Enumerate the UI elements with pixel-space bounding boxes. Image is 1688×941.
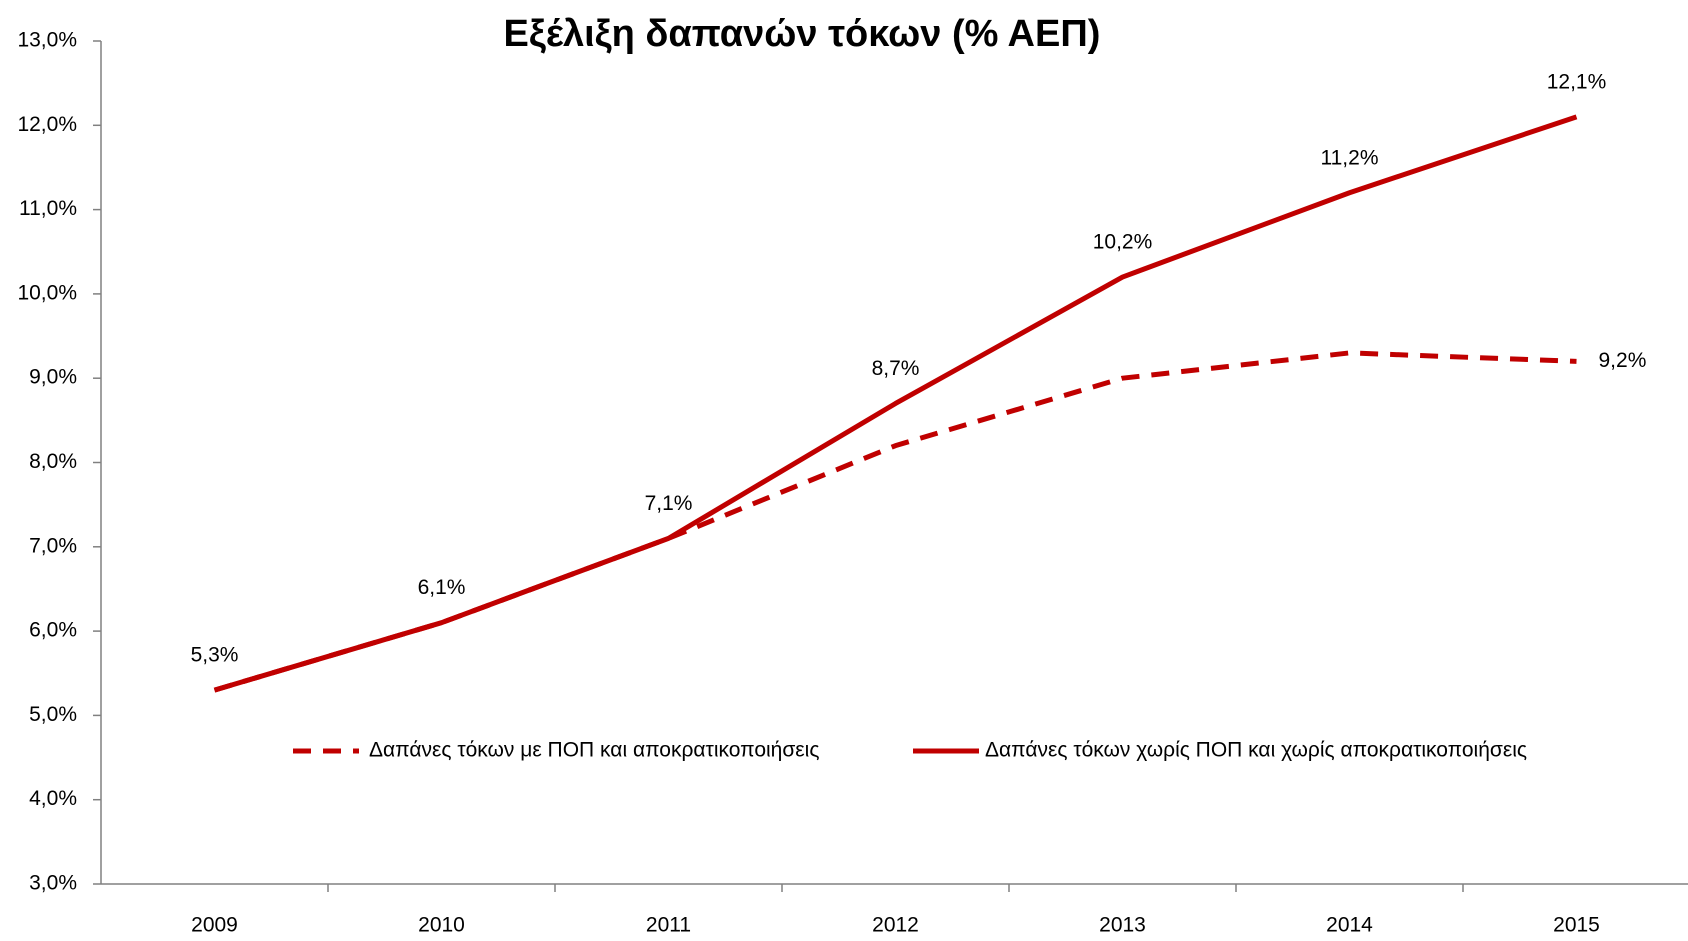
x-tick-label: 2015 <box>1553 914 1600 937</box>
data-label: 9,2% <box>1599 349 1647 372</box>
y-tick-label: 8,0% <box>29 450 77 473</box>
chart-title: Εξέλιξη δαπανών τόκων (% ΑΕΠ) <box>504 13 1101 55</box>
x-tick-label: 2014 <box>1326 914 1373 937</box>
data-label: 11,2% <box>1321 146 1379 169</box>
y-tick-label: 5,0% <box>29 703 77 726</box>
y-tick-label: 10,0% <box>17 281 77 304</box>
y-tick-label: 12,0% <box>17 113 77 136</box>
y-tick-label: 3,0% <box>29 872 77 895</box>
legend-label: Δαπάνες τόκων με ΠΟΠ και αποκρατικοποιήσ… <box>369 739 819 762</box>
x-tick-label: 2013 <box>1099 914 1146 937</box>
x-tick-label: 2012 <box>872 914 919 937</box>
y-tick-label: 13,0% <box>17 29 77 52</box>
y-tick-label: 4,0% <box>29 787 77 810</box>
data-label: 7,1% <box>645 492 693 515</box>
x-tick-label: 2010 <box>418 914 465 937</box>
data-label: 5,3% <box>191 644 239 667</box>
data-label: 10,2% <box>1093 231 1153 254</box>
legend-label: Δαπάνες τόκων χωρίς ΠΟΠ και χωρίς αποκρα… <box>985 739 1527 762</box>
data-label: 8,7% <box>872 357 920 380</box>
data-label: 12,1% <box>1547 70 1607 93</box>
y-tick-label: 7,0% <box>29 534 77 557</box>
line-series <box>213 350 1577 693</box>
x-tick-label: 2011 <box>646 914 691 937</box>
data-label: 6,1% <box>418 576 466 599</box>
line-series <box>213 114 1578 693</box>
y-tick-label: 9,0% <box>29 366 77 389</box>
x-tick-label: 2009 <box>191 914 238 937</box>
y-tick-label: 6,0% <box>29 619 77 642</box>
y-tick-label: 11,0% <box>19 197 77 220</box>
